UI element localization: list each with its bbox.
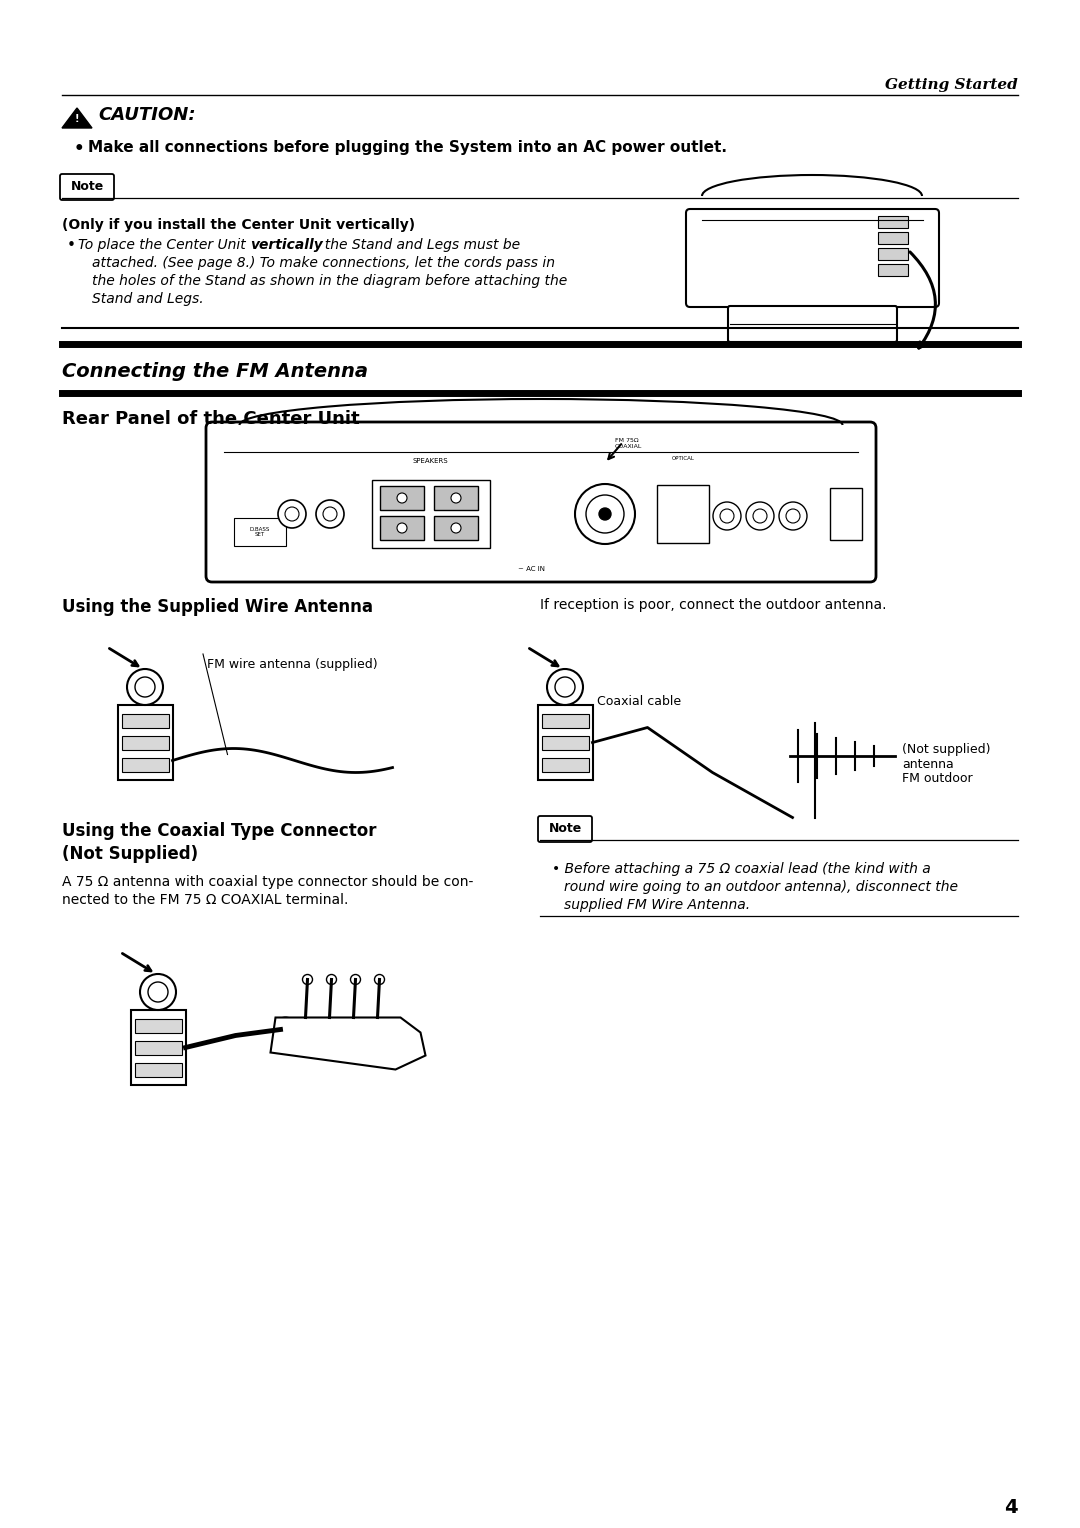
Text: ~ AC IN: ~ AC IN (517, 565, 544, 571)
FancyBboxPatch shape (538, 816, 592, 842)
Text: attached. (See page 8.) To make connections, let the cords pass in: attached. (See page 8.) To make connecti… (92, 257, 555, 270)
Circle shape (746, 503, 774, 530)
FancyBboxPatch shape (206, 422, 876, 582)
Text: Note: Note (549, 822, 582, 836)
Text: Using the Supplied Wire Antenna: Using the Supplied Wire Antenna (62, 597, 373, 616)
Circle shape (586, 495, 624, 533)
Text: D.BASS
SET: D.BASS SET (249, 527, 270, 538)
Text: Make all connections before plugging the System into an AC power outlet.: Make all connections before plugging the… (87, 141, 727, 154)
Bar (380, 516, 424, 539)
Text: •: • (67, 238, 76, 254)
Circle shape (786, 509, 800, 523)
Text: CAUTION:: CAUTION: (98, 105, 195, 124)
Circle shape (316, 500, 345, 529)
Text: Getting Started: Getting Started (886, 78, 1018, 92)
Text: Connecting the FM Antenna: Connecting the FM Antenna (62, 362, 368, 380)
Bar (131, 1010, 186, 1085)
Bar (135, 1063, 181, 1077)
FancyBboxPatch shape (686, 209, 939, 307)
Text: Note: Note (70, 180, 104, 194)
Circle shape (285, 507, 299, 521)
Text: supplied FM Wire Antenna.: supplied FM Wire Antenna. (564, 898, 751, 912)
Text: OPTICAL: OPTICAL (672, 455, 694, 461)
Text: FM outdoor: FM outdoor (902, 773, 973, 785)
Text: (Not supplied): (Not supplied) (902, 743, 990, 755)
Bar (135, 1041, 181, 1054)
FancyBboxPatch shape (728, 306, 897, 342)
Bar (541, 736, 589, 750)
Circle shape (397, 494, 407, 503)
Text: !: ! (75, 115, 79, 124)
Bar (878, 264, 908, 277)
Text: (Not Supplied): (Not Supplied) (62, 845, 198, 863)
Text: antenna: antenna (902, 758, 954, 770)
Text: Stand and Legs.: Stand and Legs. (92, 292, 204, 306)
Text: the holes of the Stand as shown in the diagram before attaching the: the holes of the Stand as shown in the d… (92, 274, 567, 287)
Text: A 75 Ω antenna with coaxial type connector should be con-: A 75 Ω antenna with coaxial type connect… (62, 876, 473, 889)
Circle shape (779, 503, 807, 530)
Text: nected to the FM 75 Ω COAXIAL terminal.: nected to the FM 75 Ω COAXIAL terminal. (62, 892, 349, 908)
Bar (234, 518, 286, 545)
Text: FM 75Ω
COAXIAL: FM 75Ω COAXIAL (615, 439, 643, 449)
Text: Rear Panel of the Center Unit: Rear Panel of the Center Unit (62, 410, 360, 428)
Text: , the Stand and Legs must be: , the Stand and Legs must be (316, 238, 521, 252)
Bar (121, 758, 168, 772)
Bar (657, 484, 708, 542)
Text: If reception is poor, connect the outdoor antenna.: If reception is poor, connect the outdoo… (540, 597, 887, 613)
Circle shape (753, 509, 767, 523)
Bar (878, 215, 908, 228)
Bar (380, 486, 424, 510)
Circle shape (140, 973, 176, 1010)
Bar (121, 736, 168, 750)
Text: vertically: vertically (249, 238, 323, 252)
Circle shape (278, 500, 306, 529)
Text: Using the Coaxial Type Connector: Using the Coaxial Type Connector (62, 822, 377, 840)
Circle shape (351, 975, 361, 984)
Circle shape (148, 983, 168, 1002)
Circle shape (720, 509, 734, 523)
Text: round wire going to an outdoor antenna), disconnect the: round wire going to an outdoor antenna),… (564, 880, 958, 894)
Circle shape (451, 523, 461, 533)
Circle shape (127, 669, 163, 704)
Text: (Only if you install the Center Unit vertically): (Only if you install the Center Unit ver… (62, 219, 415, 232)
Circle shape (575, 484, 635, 544)
Bar (831, 487, 862, 539)
Text: • Before attaching a 75 Ω coaxial lead (the kind with a: • Before attaching a 75 Ω coaxial lead (… (552, 862, 931, 876)
Bar (434, 486, 478, 510)
Text: Coaxial cable: Coaxial cable (597, 695, 681, 707)
Bar (434, 516, 478, 539)
Text: 4: 4 (1004, 1497, 1018, 1517)
Bar (541, 714, 589, 727)
Circle shape (713, 503, 741, 530)
Circle shape (135, 677, 156, 697)
Circle shape (302, 975, 312, 984)
Text: •: • (75, 141, 84, 157)
Text: FM wire antenna (supplied): FM wire antenna (supplied) (207, 659, 378, 671)
FancyBboxPatch shape (60, 174, 114, 200)
Bar (878, 232, 908, 244)
Circle shape (546, 669, 583, 704)
Circle shape (275, 1018, 296, 1038)
Bar (372, 480, 490, 549)
Circle shape (281, 1022, 291, 1033)
Text: To place the Center Unit: To place the Center Unit (78, 238, 251, 252)
Circle shape (323, 507, 337, 521)
Polygon shape (62, 108, 92, 128)
Bar (121, 714, 168, 727)
Circle shape (599, 507, 611, 520)
Polygon shape (270, 1018, 426, 1070)
Circle shape (451, 494, 461, 503)
Bar (541, 758, 589, 772)
Bar (118, 704, 173, 779)
Bar (878, 248, 908, 260)
Text: SPEAKERS: SPEAKERS (413, 458, 448, 465)
Circle shape (375, 975, 384, 984)
Bar (538, 704, 593, 779)
Circle shape (326, 975, 337, 984)
Bar (135, 1019, 181, 1033)
Circle shape (397, 523, 407, 533)
Circle shape (555, 677, 575, 697)
